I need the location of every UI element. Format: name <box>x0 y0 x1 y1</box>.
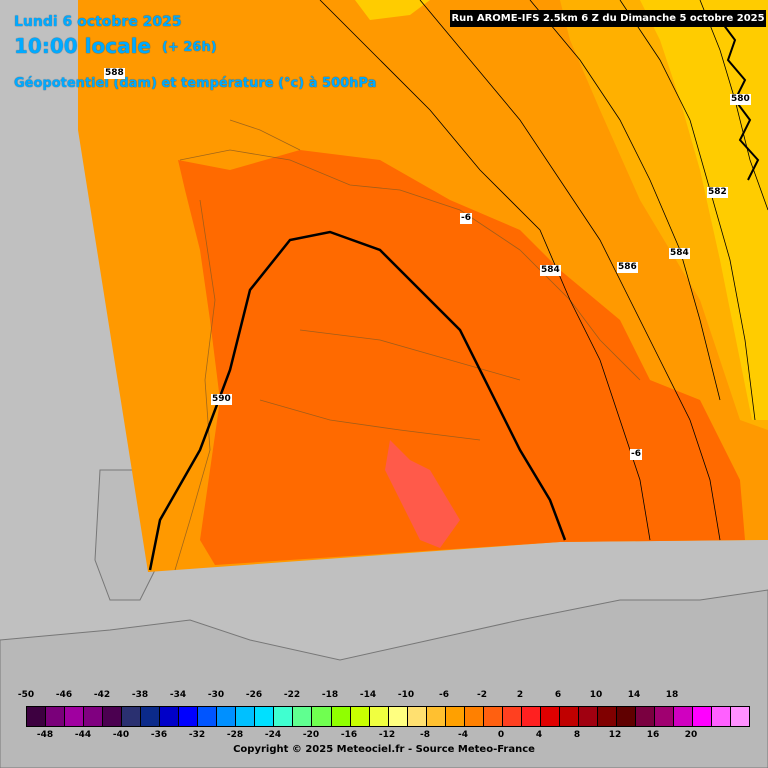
legend-tick-label: 2 <box>516 690 524 700</box>
legend-swatch <box>483 707 503 726</box>
legend-tick-label: 6 <box>554 690 562 700</box>
legend-swatch <box>27 707 47 726</box>
legend-swatch <box>141 707 161 726</box>
legend-tick-label: -34 <box>169 690 187 700</box>
legend-tick-label: 20 <box>684 730 698 740</box>
legend-tick-label: -8 <box>420 730 430 740</box>
legend-swatch <box>388 707 408 726</box>
contour-590 <box>148 230 567 571</box>
forecast-time: 10:00 locale <box>14 34 151 58</box>
legend-swatch <box>274 707 294 726</box>
forecast-date: Lundi 6 octobre 2025 <box>14 14 182 30</box>
copyright: Copyright © 2025 Meteociel.fr - Source M… <box>233 744 535 755</box>
legend-tick-label: -30 <box>207 690 225 700</box>
zone-yellow-top <box>355 0 430 20</box>
legend-swatch <box>103 707 123 726</box>
forecast-lead: (+ 26h) <box>162 40 217 55</box>
legend-tick-label: 12 <box>608 730 622 740</box>
legend-tick-label: -18 <box>321 690 339 700</box>
legend-swatch <box>578 707 598 726</box>
legend-swatch <box>331 707 351 726</box>
contour-label: 590 <box>211 394 232 405</box>
legend-tick-label: 10 <box>589 690 603 700</box>
legend-swatch <box>46 707 66 726</box>
legend-swatch <box>655 707 675 726</box>
legend-tick-label: -12 <box>378 730 396 740</box>
legend-swatch <box>559 707 579 726</box>
temperature-label: -6 <box>460 213 472 224</box>
contour-584b <box>529 0 721 401</box>
legend-tick-label: 0 <box>497 730 505 740</box>
legend-tick-label: -14 <box>359 690 377 700</box>
legend-swatch <box>255 707 275 726</box>
legend-swatch <box>597 707 617 726</box>
contour-label: 588 <box>104 68 125 79</box>
legend-swatch <box>731 707 750 726</box>
legend-tick-label: -32 <box>188 730 206 740</box>
legend-tick-label: -22 <box>283 690 301 700</box>
legend-tick-label: -40 <box>112 730 130 740</box>
legend-tick-label: 16 <box>646 730 660 740</box>
legend-swatch <box>636 707 656 726</box>
legend-swatch <box>464 707 484 726</box>
legend-swatch <box>160 707 180 726</box>
legend-swatch <box>312 707 332 726</box>
legend-tick-label: -6 <box>439 690 449 700</box>
legend-swatch <box>369 707 389 726</box>
legend-tick-label: 8 <box>573 730 581 740</box>
map-subtitle: Géopotentiel (dam) et température (°c) à… <box>14 76 377 91</box>
zone-dark-orange <box>178 150 745 565</box>
legend-tick-label: -16 <box>340 730 358 740</box>
legend-swatch <box>521 707 541 726</box>
legend-swatch <box>407 707 427 726</box>
contour-label: 582 <box>707 187 728 198</box>
zone-warm-south <box>385 440 460 548</box>
legend-tick-label: -46 <box>55 690 73 700</box>
legend-swatch <box>350 707 370 726</box>
legend-tick-label: -44 <box>74 730 92 740</box>
legend-tick-label: -28 <box>226 730 244 740</box>
legend-swatch <box>540 707 560 726</box>
contour-label: 584 <box>669 248 690 259</box>
legend-tick-label: 18 <box>665 690 679 700</box>
legend-swatch <box>179 707 199 726</box>
legend-tick-label: -10 <box>397 690 415 700</box>
legend-tick-label: -38 <box>131 690 149 700</box>
contour-label: 580 <box>730 94 751 105</box>
legend-tick-label: -20 <box>302 730 320 740</box>
temperature-label: -6 <box>630 449 642 460</box>
legend-swatch <box>616 707 636 726</box>
legend-tick-label: -26 <box>245 690 263 700</box>
legend-swatch <box>122 707 142 726</box>
legend-swatch <box>293 707 313 726</box>
legend-swatch <box>712 707 732 726</box>
legend-tick-label: -48 <box>36 730 54 740</box>
legend-swatch <box>502 707 522 726</box>
run-info: Run AROME-IFS 2.5km 6 Z du Dimanche 5 oc… <box>450 10 766 27</box>
legend-swatch <box>84 707 104 726</box>
legend-swatch <box>198 707 218 726</box>
legend-color-bar <box>26 706 750 727</box>
legend-tick-label: -36 <box>150 730 168 740</box>
legend-tick-label: -2 <box>477 690 487 700</box>
contour-586 <box>419 0 721 541</box>
legend-tick-label: -50 <box>17 690 35 700</box>
contour-label: 586 <box>617 262 638 273</box>
legend-swatch <box>217 707 237 726</box>
legend-tick-label: -42 <box>93 690 111 700</box>
legend-swatch <box>693 707 713 726</box>
legend-swatch <box>236 707 256 726</box>
contour-label: 584 <box>540 265 561 276</box>
legend-swatch <box>674 707 694 726</box>
legend-swatch <box>426 707 446 726</box>
legend-swatch <box>65 707 85 726</box>
legend-swatch <box>445 707 465 726</box>
legend-tick-label: 4 <box>535 730 543 740</box>
legend-tick-label: -4 <box>458 730 468 740</box>
legend-tick-label: 14 <box>627 690 641 700</box>
legend-tick-label: -24 <box>264 730 282 740</box>
